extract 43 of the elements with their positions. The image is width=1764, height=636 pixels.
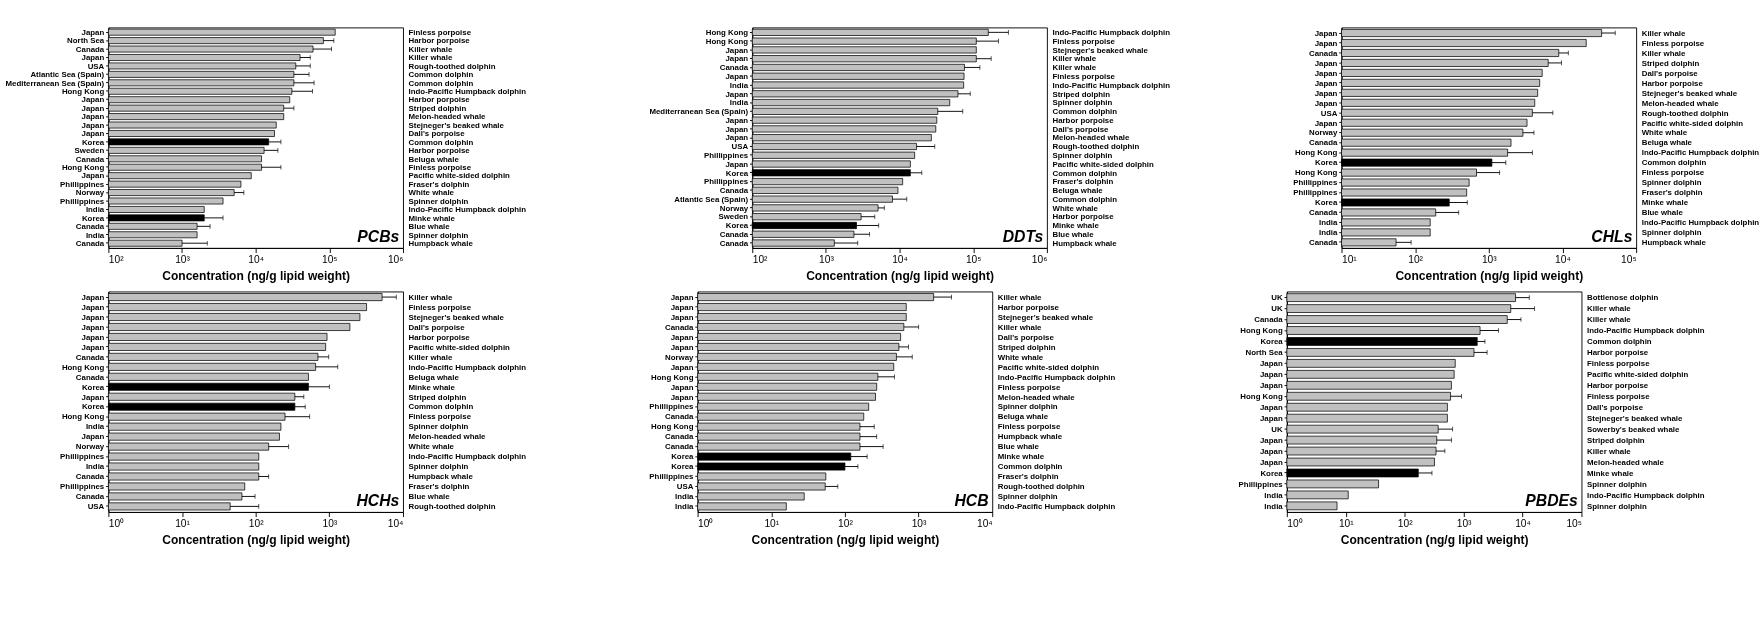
x-tick-label: 10² xyxy=(1397,518,1414,530)
x-tick-label: 10⁴ xyxy=(1515,518,1531,530)
x-tick-label: 10² xyxy=(838,518,854,530)
x-axis-title: Concentration (ng/g lipid weight) xyxy=(806,268,994,283)
x-tick-label: 10³ xyxy=(1456,518,1473,530)
x-tick-label: 10¹ xyxy=(1341,254,1358,266)
x-tick-label: 10⁰ xyxy=(108,518,125,530)
x-tick-label: 10² xyxy=(248,518,265,530)
x-axis-title: Concentration (ng/g lipid weight) xyxy=(1395,268,1584,283)
x-tick-label: 10² xyxy=(1408,254,1424,266)
x-tick-label: 10¹ xyxy=(1338,518,1355,530)
x-tick-label: 10⁴ xyxy=(387,518,404,530)
x-tick-label: 10⁶ xyxy=(1031,254,1048,266)
x-tick-label: 10³ xyxy=(175,254,191,266)
x-tick-label: 10⁴ xyxy=(1555,254,1571,266)
x-tick-label: 10¹ xyxy=(175,518,191,530)
x-tick-label: 10⁵ xyxy=(1621,254,1637,266)
x-tick-label: 10⁵ xyxy=(965,254,982,266)
x-axis-title: Concentration (ng/g lipid weight) xyxy=(162,532,351,547)
x-tick-label: 10³ xyxy=(322,518,338,530)
x-tick-label: 10³ xyxy=(1481,254,1498,266)
x-axis-title: Concentration (ng/g lipid weight) xyxy=(751,532,940,547)
text: HCHs xyxy=(356,492,400,510)
x-tick-label: 10⁵ xyxy=(1566,518,1582,530)
text: CHLs xyxy=(1591,228,1633,246)
x-tick-label: 10⁴ xyxy=(248,254,265,266)
x-tick-label: 10² xyxy=(108,254,125,266)
x-tick-label: 10⁵ xyxy=(322,254,338,266)
x-tick-label: 10⁰ xyxy=(1287,518,1303,530)
x-tick-label: 10¹ xyxy=(764,518,780,530)
x-tick-label: 10⁰ xyxy=(698,518,714,530)
text: PBDEs xyxy=(1525,492,1579,510)
x-tick-label: 10⁴ xyxy=(892,254,908,266)
text: DDTs xyxy=(1002,228,1044,246)
x-tick-label: 10⁶ xyxy=(387,254,404,266)
x-tick-label: 10³ xyxy=(911,518,928,530)
text: HCB xyxy=(954,492,989,510)
text: PCBs xyxy=(357,228,400,246)
x-axis-title: Concentration (ng/g lipid weight) xyxy=(162,268,351,283)
x-tick-label: 10³ xyxy=(819,254,835,266)
x-tick-label: 10² xyxy=(752,254,769,266)
x-axis-title: Concentration (ng/g lipid weight) xyxy=(1340,532,1529,547)
x-tick-label: 10⁴ xyxy=(976,518,993,530)
